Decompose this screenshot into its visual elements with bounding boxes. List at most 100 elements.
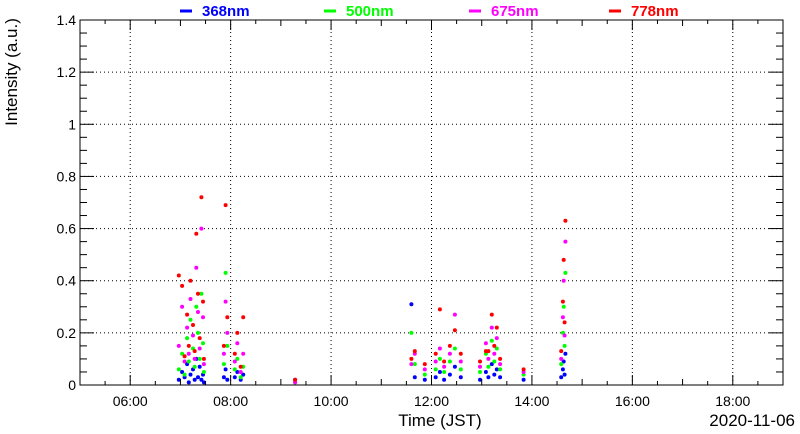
data-point-675nm — [489, 325, 494, 330]
y-tick-label: 0.2 — [57, 325, 77, 341]
data-point-500nm — [201, 341, 205, 346]
data-point-778nm — [437, 307, 442, 312]
data-point-368nm — [483, 370, 488, 374]
data-point-500nm — [194, 304, 199, 309]
data-point-368nm — [561, 359, 566, 364]
data-point-500nm — [192, 364, 197, 369]
data-point-675nm — [560, 315, 565, 320]
data-point-368nm — [489, 362, 494, 367]
data-point-778nm — [201, 299, 205, 304]
grid — [80, 20, 783, 385]
data-point-675nm — [186, 351, 191, 356]
data-point-368nm — [422, 377, 427, 382]
data-point-500nm — [478, 370, 482, 374]
data-point-778nm — [232, 351, 237, 356]
data-point-778nm — [221, 343, 226, 348]
x-tick-label: 06:00 — [113, 393, 148, 409]
data-point-368nm — [563, 351, 568, 356]
data-point-778nm — [492, 343, 497, 348]
x-tick-label: 12:00 — [414, 393, 449, 409]
data-point-500nm — [238, 375, 243, 380]
data-point-778nm — [563, 218, 568, 223]
data-point-368nm — [437, 370, 442, 374]
data-point-500nm — [494, 346, 499, 351]
data-point-368nm — [486, 375, 491, 380]
legend: 368nm 500nm 675nm 778nm — [180, 3, 679, 20]
data-point-675nm — [559, 356, 564, 361]
data-point-368nm — [186, 380, 191, 385]
data-point-675nm — [192, 356, 197, 361]
data-point-778nm — [223, 203, 228, 208]
data-point-675nm — [492, 351, 497, 356]
date-label: 2020-11-06 — [709, 411, 795, 430]
x-tick-label: 18:00 — [715, 393, 750, 409]
y-tick-label: 0 — [68, 377, 76, 393]
data-point-778nm — [180, 283, 185, 288]
data-point-675nm — [458, 359, 463, 364]
data-point-368nm — [192, 377, 197, 382]
data-point-500nm — [188, 317, 193, 322]
data-point-500nm — [409, 330, 414, 335]
data-point-675nm — [185, 325, 190, 330]
data-point-778nm — [521, 367, 526, 372]
y-axis-title: Intensity (a.u.) — [2, 18, 21, 126]
data-point-368nm — [492, 372, 497, 377]
data-point-778nm — [201, 356, 206, 361]
data-point-368nm — [452, 364, 457, 369]
data-point-675nm — [561, 278, 566, 283]
data-point-368nm — [223, 367, 228, 372]
data-point-778nm — [494, 325, 499, 330]
data-point-368nm — [412, 375, 417, 380]
x-tick-label: 10:00 — [314, 393, 349, 409]
data-point-500nm — [182, 372, 187, 377]
data-point-675nm — [232, 359, 237, 364]
data-point-675nm — [221, 351, 226, 356]
data-point-675nm — [238, 370, 243, 374]
legend-label-368nm: 368nm — [202, 3, 250, 20]
data-point-778nm — [196, 291, 200, 296]
data-point-778nm — [238, 364, 243, 369]
data-point-368nm — [188, 372, 193, 377]
data-point-500nm — [489, 338, 494, 343]
data-point-368nm — [562, 372, 567, 377]
data-point-778nm — [241, 315, 246, 320]
data-point-500nm — [201, 370, 206, 374]
data-point-778nm — [188, 278, 193, 283]
data-point-778nm — [191, 323, 195, 327]
data-point-368nm — [560, 367, 565, 372]
data-point-500nm — [562, 343, 567, 348]
data-point-500nm — [563, 270, 568, 275]
data-point-500nm — [186, 359, 191, 364]
axis-ticks — [80, 19, 783, 386]
x-tick-label: 16:00 — [615, 393, 650, 409]
data-point-778nm — [182, 354, 187, 359]
data-point-368nm — [433, 375, 438, 380]
data-point-778nm — [452, 328, 457, 333]
data-point-500nm — [232, 367, 237, 372]
y-tick-label: 1.2 — [57, 64, 77, 80]
data-point-675nm — [437, 346, 442, 351]
y-tick-label: 1.4 — [57, 12, 77, 28]
data-point-778nm — [293, 377, 298, 382]
data-point-675nm — [182, 359, 187, 364]
data-point-500nm — [559, 362, 564, 367]
data-point-778nm — [235, 330, 240, 335]
data-point-675nm — [422, 367, 427, 372]
data-point-500nm — [197, 356, 202, 361]
data-point-675nm — [494, 336, 499, 341]
data-point-778nm — [478, 359, 482, 364]
x-tick-label: 14:00 — [514, 393, 549, 409]
data-point-778nm — [560, 299, 565, 304]
y-tick-label: 1 — [68, 116, 76, 132]
data-point-500nm — [447, 359, 452, 364]
y-tick-labels: 0 0.2 0.4 0.6 0.8 1 1.2 1.4 — [57, 12, 77, 393]
y-tick-label: 0.8 — [57, 168, 77, 184]
data-points — [176, 195, 568, 385]
data-point-675nm — [199, 226, 204, 231]
data-point-675nm — [498, 362, 503, 367]
data-point-778nm — [225, 315, 230, 320]
data-point-675nm — [201, 315, 205, 320]
y-tick-label: 0.4 — [57, 273, 77, 289]
data-point-675nm — [180, 304, 185, 309]
